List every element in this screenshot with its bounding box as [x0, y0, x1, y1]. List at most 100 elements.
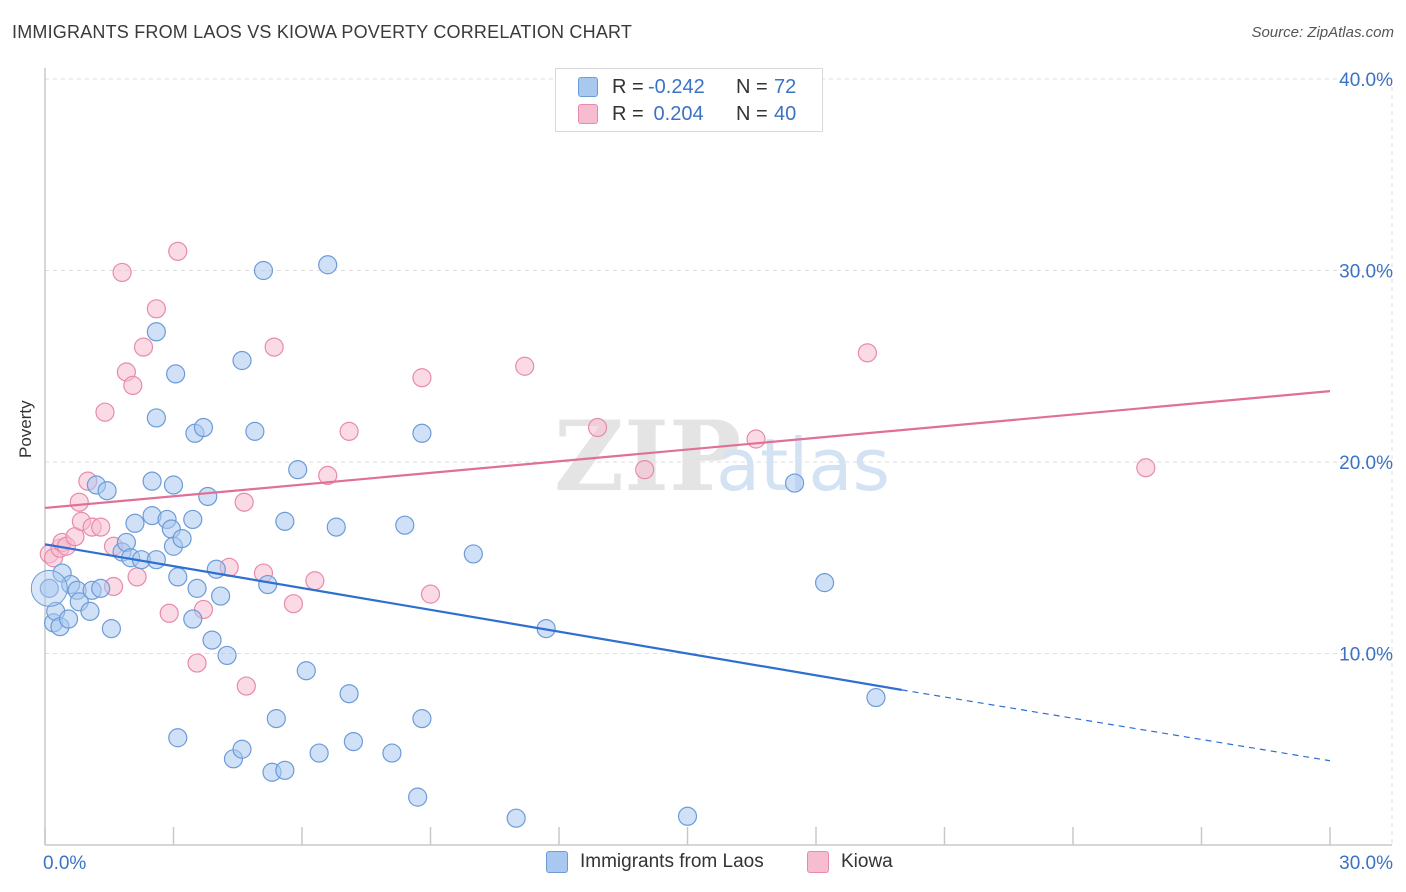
legend-n-label: N =: [736, 102, 768, 125]
watermark-atlas: atlas: [716, 423, 890, 507]
y-tick-label: 30.0%: [1339, 262, 1393, 283]
data-point: [234, 492, 254, 512]
data-point: [202, 630, 222, 650]
data-point: [166, 364, 186, 384]
data-point: [163, 475, 184, 495]
trend-line-kiowa: [44, 390, 1331, 510]
data-point: [232, 739, 252, 759]
legend-row-laos: R = -0.242 N = 72: [578, 74, 796, 100]
data-point: [784, 473, 805, 493]
legend-r-value: 0.204: [648, 102, 704, 125]
data-point: [58, 609, 79, 629]
legend-swatch-laos: [546, 851, 568, 873]
data-point: [159, 603, 179, 623]
data-point: [101, 619, 121, 639]
legend-label-laos: Immigrants from Laos: [580, 851, 764, 872]
axes: [44, 68, 1392, 846]
data-point: [266, 709, 286, 729]
legend-label-kiowa: Kiowa: [841, 851, 893, 872]
legend-n-value: 72: [774, 75, 797, 98]
x-tick-label: 30.0%: [1339, 853, 1393, 874]
legend-swatch-kiowa: [578, 104, 598, 124]
data-point: [258, 574, 278, 595]
data-point: [288, 460, 308, 480]
legend-item-laos[interactable]: Immigrants from Laos: [546, 851, 764, 873]
data-point: [146, 322, 166, 342]
trend-line-laos-extension: [901, 689, 1331, 762]
data-point: [168, 241, 188, 261]
data-point: [395, 515, 415, 535]
x-tick-label: 0.0%: [43, 853, 86, 874]
data-point: [127, 567, 147, 587]
data-point: [339, 684, 359, 704]
data-point: [142, 471, 162, 491]
data-point: [296, 661, 316, 681]
data-point: [305, 571, 325, 591]
data-point: [232, 350, 252, 371]
data-point: [80, 601, 100, 621]
data-point: [133, 337, 154, 357]
tick-labels: 10.0% 20.0% 30.0% 40.0% 0.0% 30.0%: [43, 70, 1393, 874]
data-point: [168, 567, 188, 587]
legend-r-label: R =: [612, 75, 644, 98]
data-point: [91, 578, 111, 598]
correlation-legend: R = -0.242 N = 72 R = 0.204 N = 40: [555, 68, 823, 132]
data-point: [283, 594, 304, 614]
data-point: [217, 645, 237, 666]
data-point: [187, 653, 207, 673]
y-tick-label: 20.0%: [1339, 453, 1393, 474]
data-point: [123, 375, 143, 395]
chart-title: IMMIGRANTS FROM LAOS VS KIOWA POVERTY CO…: [12, 22, 633, 42]
data-point: [420, 584, 441, 604]
data-point: [343, 731, 363, 752]
data-point: [339, 421, 359, 441]
data-point: [463, 544, 483, 564]
data-point: [187, 578, 207, 598]
data-point: [587, 417, 608, 438]
data-point: [412, 368, 432, 388]
watermark: ZIP atlas: [554, 400, 890, 513]
data-point: [814, 573, 835, 593]
data-point: [172, 528, 192, 549]
data-point: [146, 550, 166, 570]
legend-n-label: N =: [736, 75, 768, 98]
data-point: [746, 429, 766, 449]
data-point-large: [30, 569, 68, 607]
data-point: [635, 460, 655, 480]
data-point: [112, 262, 132, 283]
data-point: [677, 806, 698, 826]
legend-item-kiowa[interactable]: Kiowa: [807, 851, 893, 873]
data-point: [146, 408, 166, 428]
trend-line-laos: [44, 543, 902, 691]
data-point: [275, 511, 295, 531]
data-point: [168, 728, 188, 748]
data-point: [309, 743, 329, 763]
data-point: [211, 586, 231, 606]
trend-lines: [44, 390, 1331, 762]
data-point: [318, 255, 338, 275]
legend-r-label: R =: [612, 102, 644, 125]
series-legend: Immigrants from Laos Kiowa: [0, 851, 1406, 877]
y-tick-label: 40.0%: [1339, 70, 1393, 91]
data-point: [39, 578, 59, 598]
data-point: [183, 509, 203, 530]
data-point: [95, 402, 115, 422]
data-point: [318, 465, 338, 486]
data-point: [408, 787, 428, 807]
data-point: [183, 609, 203, 629]
data-point: [146, 299, 166, 319]
legend-swatch-laos: [578, 77, 598, 97]
data-point: [866, 687, 886, 708]
legend-swatch-kiowa: [807, 851, 829, 873]
watermark-zip: ZIP: [554, 400, 741, 513]
data-point: [412, 709, 432, 729]
data-point: [91, 517, 111, 537]
data-point: [198, 486, 218, 507]
data-point: [264, 337, 284, 357]
y-axis-label: Poverty: [16, 400, 35, 458]
data-point: [253, 260, 274, 281]
data-point: [326, 517, 346, 537]
y-tick-label: 10.0%: [1339, 645, 1393, 666]
data-point: [245, 421, 265, 441]
data-point: [857, 343, 878, 363]
